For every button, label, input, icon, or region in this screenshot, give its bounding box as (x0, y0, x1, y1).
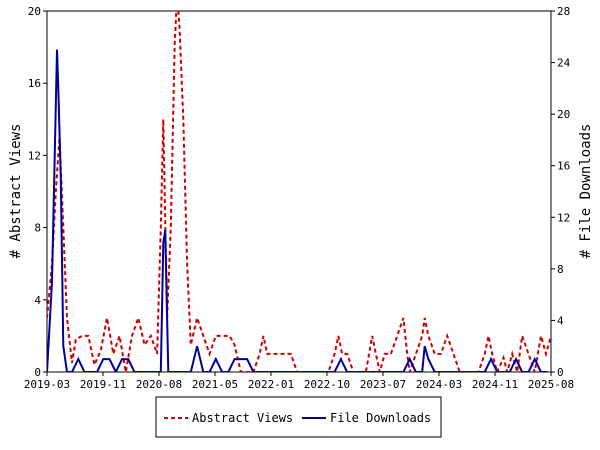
x-tick-label: 2019-03 (24, 378, 70, 391)
plot-frame (47, 11, 551, 372)
left-tick-label: 8 (34, 222, 41, 235)
x-tick-label: 2021-05 (192, 378, 238, 391)
legend: Abstract Views File Downloads (156, 397, 441, 437)
right-tick-label: 20 (557, 108, 570, 121)
plot-area (47, 0, 551, 372)
left-tick-label: 16 (28, 77, 41, 90)
right-tick-label: 12 (557, 211, 570, 224)
x-tick-label: 2023-07 (360, 378, 406, 391)
x-tick-label: 2020-08 (136, 378, 182, 391)
left-tick-label: 12 (28, 149, 41, 162)
right-axis-title: # File Downloads (578, 124, 594, 259)
x-tick-label: 2019-11 (80, 378, 126, 391)
right-tick-label: 8 (557, 263, 564, 276)
left-tick-label: 20 (28, 5, 41, 18)
x-tick-label: 2022-01 (248, 378, 294, 391)
x-tick-label: 2022-10 (304, 378, 350, 391)
x-tick-label: 2025-08 (528, 378, 574, 391)
legend-label-abstract-views: Abstract Views (192, 411, 293, 425)
left-axis-title: # Abstract Views (8, 124, 24, 259)
x-axis-ticks: 2019-03 2019-11 2020-08 2021-05 2022-01 2022-… (24, 372, 574, 391)
left-tick-label: 4 (34, 294, 41, 307)
right-tick-label: 16 (557, 160, 570, 173)
x-tick-label: 2024-03 (416, 378, 462, 391)
legend-label-file-downloads: File Downloads (330, 411, 431, 425)
right-tick-label: 28 (557, 5, 570, 18)
right-tick-label: 24 (557, 57, 571, 70)
x-tick-label: 2024-11 (472, 378, 518, 391)
right-tick-label: 4 (557, 314, 564, 327)
